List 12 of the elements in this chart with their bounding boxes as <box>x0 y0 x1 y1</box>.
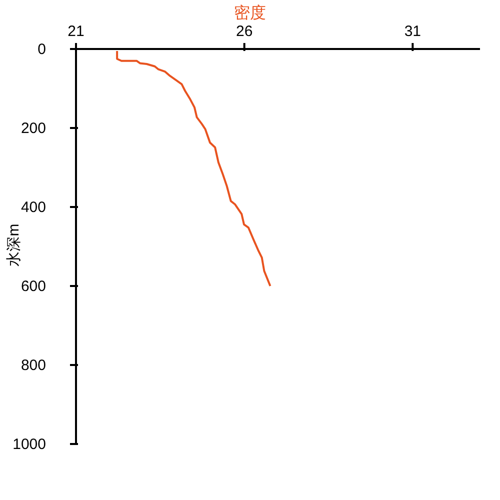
x-tick-label: 31 <box>404 23 422 40</box>
y-tick-label: 200 <box>20 120 46 137</box>
y-tick-label: 400 <box>20 199 46 216</box>
y-tick-label: 800 <box>20 357 46 374</box>
y-tick-label: 0 <box>38 41 46 58</box>
x-tick-label: 21 <box>68 23 84 40</box>
y-tick-label: 1000 <box>12 436 46 453</box>
y-axis-title: 水深m <box>4 224 24 266</box>
line-series <box>116 50 272 287</box>
x-tick-label: 26 <box>236 23 253 40</box>
y-tick-label: 600 <box>20 278 46 295</box>
x-axis-title: 密度 <box>233 4 267 24</box>
